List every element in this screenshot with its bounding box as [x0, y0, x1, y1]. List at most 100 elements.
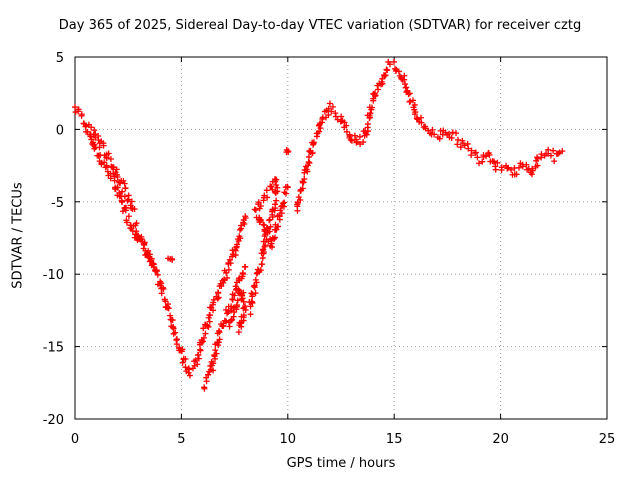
data-point [105, 150, 112, 157]
data-point [223, 269, 230, 276]
data-point [178, 348, 185, 355]
data-point [551, 158, 558, 165]
data-point [276, 213, 283, 220]
data-point [472, 149, 479, 156]
data-point [252, 290, 259, 297]
data-point [128, 198, 135, 205]
data-point [347, 136, 354, 143]
data-point [138, 233, 145, 240]
y-tick-label: -20 [43, 413, 64, 428]
data-point [145, 247, 152, 254]
data-point [194, 361, 201, 368]
x-tick-labels: 0 5 10 15 20 25 [71, 432, 615, 447]
data-point [249, 291, 256, 298]
data-point [236, 233, 243, 240]
data-point [429, 126, 436, 133]
data-point [547, 152, 554, 159]
data-point [523, 161, 530, 168]
data-point [486, 152, 493, 159]
x-tick-label: 25 [599, 432, 616, 447]
data-point [280, 200, 287, 207]
data-point [491, 158, 498, 165]
data-point [256, 205, 263, 212]
data-point [197, 347, 204, 354]
data-point [272, 201, 279, 208]
data-point [185, 369, 192, 376]
data-point [381, 72, 388, 79]
data-point [236, 322, 243, 329]
data-point [96, 144, 103, 151]
data-point [123, 219, 130, 226]
data-point [351, 132, 358, 139]
data-point [234, 241, 241, 248]
data-point [363, 131, 370, 138]
data-point [116, 189, 123, 196]
data-point [107, 156, 114, 163]
data-point [153, 268, 160, 275]
data-point [103, 162, 110, 169]
data-point [103, 155, 110, 162]
data-point [277, 207, 284, 214]
data-point [253, 279, 260, 286]
data-point [508, 166, 515, 173]
data-point [113, 166, 120, 173]
data-point [161, 296, 168, 303]
data-point [316, 128, 323, 135]
data-point [538, 154, 545, 161]
data-point [264, 229, 271, 236]
grid-lines [75, 57, 607, 419]
data-point [173, 336, 180, 343]
data-point [457, 144, 464, 151]
data-point [232, 283, 239, 290]
data-point [122, 207, 129, 214]
data-point [242, 213, 249, 220]
data-point [329, 103, 336, 110]
data-point [304, 168, 311, 175]
data-point [121, 180, 128, 187]
data-point [412, 109, 419, 116]
data-point [300, 179, 307, 186]
data-point [150, 263, 157, 270]
y-tick-label: 0 [56, 123, 64, 138]
data-point [235, 329, 242, 336]
data-point [119, 188, 126, 195]
data-point [247, 303, 254, 310]
data-point [559, 148, 566, 155]
data-point [453, 130, 460, 137]
data-point [210, 360, 217, 367]
data-point [295, 194, 302, 201]
data-point [266, 216, 273, 223]
data-point [239, 269, 246, 276]
data-point [148, 257, 155, 264]
data-point [384, 67, 391, 74]
data-point [234, 297, 241, 304]
data-point [367, 110, 374, 117]
data-point [465, 145, 472, 152]
data-point [221, 317, 228, 324]
data-point [100, 142, 107, 149]
data-point [406, 90, 413, 97]
data-point [160, 285, 167, 292]
data-point [513, 171, 520, 178]
data-point [249, 299, 256, 306]
data-point [390, 58, 397, 65]
data-point [229, 296, 236, 303]
data-point [231, 292, 238, 299]
data-point [225, 309, 232, 316]
data-point [114, 184, 121, 191]
data-point [281, 199, 288, 206]
data-point [125, 192, 132, 199]
data-point [200, 325, 207, 332]
data-point [284, 184, 291, 191]
data-point [239, 295, 246, 302]
data-point [158, 290, 165, 297]
data-point [251, 206, 258, 213]
data-point [271, 234, 278, 241]
data-point [154, 271, 161, 278]
data-point [306, 159, 313, 166]
data-point [192, 357, 199, 364]
data-point [273, 197, 280, 204]
data-point [227, 260, 234, 267]
data-points [71, 58, 566, 392]
x-tick-label: 20 [492, 432, 509, 447]
